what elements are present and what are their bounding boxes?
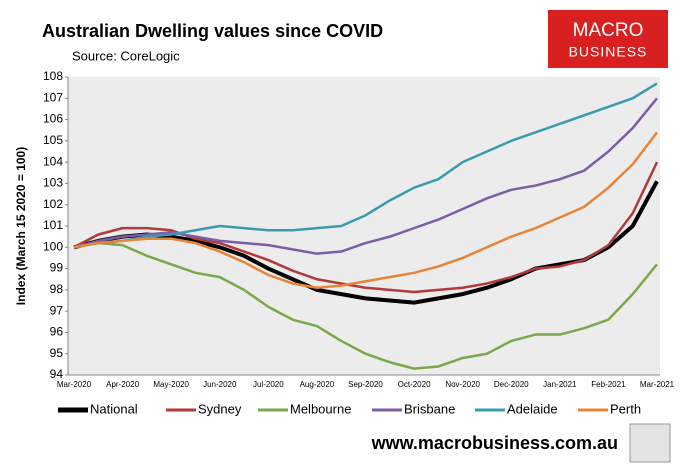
x-tick-label: Sep-2020	[348, 380, 383, 389]
series-line	[73, 131, 658, 289]
y-tick-label: 99	[50, 261, 64, 275]
x-tick-label: Apr-2020	[106, 380, 139, 389]
legend-label: Adelaide	[507, 401, 558, 416]
y-tick-label: 103	[43, 176, 63, 190]
x-tick-label: Oct-2020	[398, 380, 431, 389]
y-tick-label: 95	[50, 346, 64, 360]
x-tick-label: Aug-2020	[300, 380, 335, 389]
chart-subtitle: Source: CoreLogic	[72, 48, 180, 63]
logo-icon	[629, 423, 671, 463]
x-tick-label: Nov-2020	[445, 380, 480, 389]
x-tick-label: Mar-2021	[640, 380, 675, 389]
series-line	[73, 180, 659, 305]
y-tick-label: 108	[43, 69, 63, 83]
y-tick-label: 105	[43, 133, 63, 147]
legend-label: National	[90, 401, 138, 416]
y-axis-label: Index (March 15 2020 = 100)	[14, 147, 28, 305]
x-tick-label: Jun-2020	[203, 380, 237, 389]
series-line	[73, 97, 658, 255]
logo-box	[548, 10, 668, 68]
series-line	[73, 241, 658, 370]
y-tick-label: 96	[50, 325, 64, 339]
legend-label: Brisbane	[404, 401, 455, 416]
x-tick-label: Jul-2020	[253, 380, 284, 389]
x-tick-label: Jan-2021	[543, 380, 577, 389]
plot-area	[68, 77, 660, 375]
x-tick-label: Mar-2020	[57, 380, 92, 389]
logo-text: MACRO	[573, 20, 644, 41]
y-tick-label: 104	[43, 154, 63, 168]
legend-label: Melbourne	[290, 401, 351, 416]
series-line	[73, 82, 658, 249]
legend-label: Perth	[610, 401, 641, 416]
y-tick-label: 101	[43, 218, 63, 232]
x-tick-label: May-2020	[153, 380, 189, 389]
y-tick-label: 102	[43, 197, 63, 211]
y-tick-label: 94	[50, 367, 64, 381]
footer: www.macrobusiness.com.au	[371, 433, 618, 453]
series-line	[73, 161, 659, 294]
y-tick-label: 106	[43, 112, 63, 126]
x-tick-label: Feb-2021	[591, 380, 626, 389]
y-tick-label: 98	[50, 282, 64, 296]
x-tick-label: Dec-2020	[494, 380, 529, 389]
legend-label: Sydney	[198, 401, 242, 416]
chart-title: Australian Dwelling values since COVID	[42, 21, 383, 41]
logo-text: BUSINESS	[569, 44, 648, 60]
y-tick-label: 100	[43, 239, 63, 253]
y-tick-label: 97	[50, 303, 64, 317]
y-tick-label: 107	[43, 90, 63, 104]
